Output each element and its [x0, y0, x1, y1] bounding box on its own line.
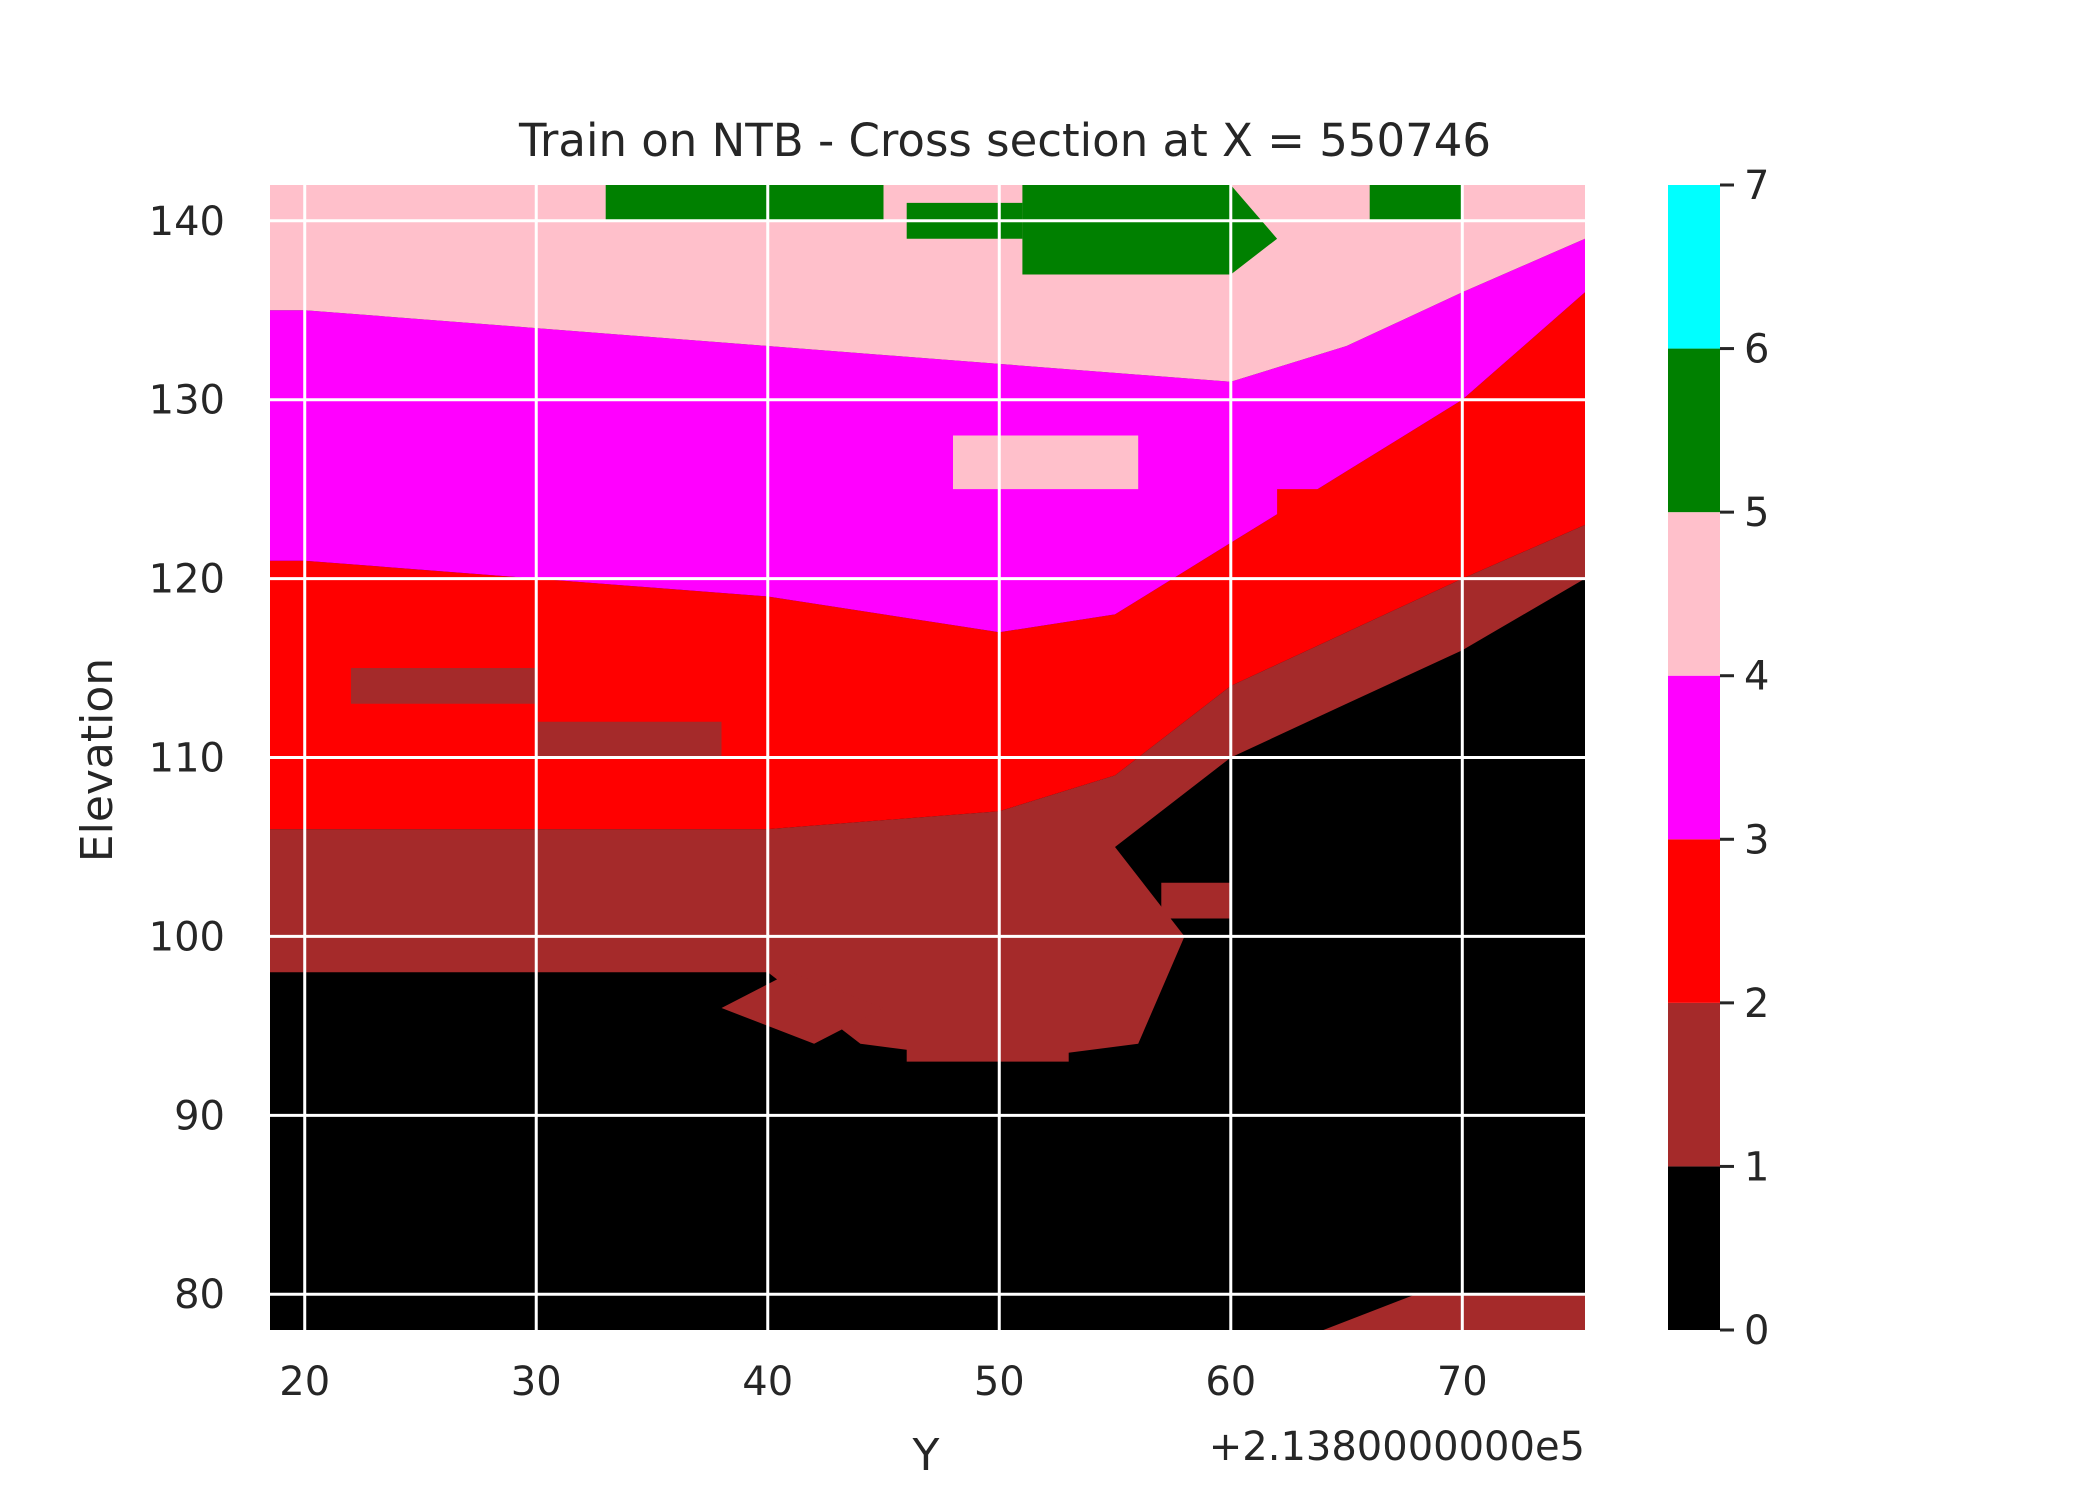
y-axis: 80 90 100 110 120 130 140: [149, 199, 225, 1318]
x-tick-label: 70: [1437, 1359, 1488, 1405]
heatmap-region-19: [1277, 489, 1416, 525]
heatmap-region-14: [281, 399, 444, 436]
x-tick-label: 20: [279, 1359, 330, 1405]
heatmap-region-3: [270, 238, 1585, 633]
y-tick-label: 140: [149, 199, 225, 245]
heatmap-region-10: [721, 972, 884, 1044]
x-axis: 20 30 40 50 60 70: [279, 1359, 1487, 1405]
colorbar-tick-label: 1: [1744, 1144, 1769, 1190]
heatmap-region-5: [605, 185, 884, 221]
y-tick-label: 120: [149, 557, 225, 603]
plot-area: [270, 185, 1585, 1330]
heatmap-region-7: [1022, 185, 1278, 275]
colorbar-tick-label: 0: [1744, 1308, 1769, 1354]
heatmap-region-20: [351, 668, 537, 704]
heatmap-region-9: [1323, 1294, 1585, 1330]
x-tick-label: 60: [1205, 1359, 1256, 1405]
heatmap-region-18: [837, 632, 1069, 668]
x-tick-label: 40: [742, 1359, 793, 1405]
x-axis-label: Y: [912, 1430, 940, 1481]
y-tick-label: 90: [174, 1093, 225, 1139]
colorbar-tick-label: 6: [1744, 327, 1769, 373]
colorbar-segment: [1668, 348, 1720, 513]
colorbar-segment: [1668, 512, 1720, 676]
heatmap-region-1: [270, 524, 1585, 1062]
heatmap-region-8: [1369, 185, 1463, 221]
heatmap-region-12: [906, 1034, 1069, 1062]
heatmap-layer: [270, 185, 1585, 1330]
y-tick-label: 100: [149, 914, 225, 960]
heatmap-region-11: [906, 972, 1069, 1008]
colorbar-tick-label: 5: [1744, 490, 1769, 536]
y-tick-label: 130: [149, 378, 225, 424]
colorbar: 0 1 2 3 4 5 6 7: [1668, 163, 1769, 1354]
y-tick-label: 110: [149, 736, 225, 782]
colorbar-segment: [1668, 1002, 1720, 1167]
chart-title: Train on NTB - Cross section at X = 5507…: [518, 114, 1491, 167]
y-tick-label: 80: [174, 1272, 225, 1318]
colorbar-tick-label: 7: [1744, 163, 1769, 209]
heatmap-region-17: [953, 435, 1139, 490]
colorbar-tick-label: 4: [1744, 654, 1769, 700]
heatmap-region-21: [536, 721, 722, 758]
colorbar-segment: [1668, 1166, 1720, 1330]
x-tick-label: 50: [974, 1359, 1025, 1405]
x-offset-label: +2.1380000000e5: [1209, 1424, 1585, 1470]
heatmap-region-15: [489, 453, 676, 490]
x-tick-label: 30: [511, 1359, 562, 1405]
heatmap-region-13: [1161, 882, 1231, 919]
colorbar-segment: [1668, 185, 1720, 349]
colorbar-segment: [1668, 675, 1720, 840]
heatmap-region-2: [270, 292, 1585, 830]
colorbar-segment: [1668, 839, 1720, 1003]
y-axis-label: Elevation: [72, 658, 123, 862]
grid: [270, 185, 1585, 1330]
heatmap-region-16: [767, 489, 953, 525]
colorbar-tick-label: 3: [1744, 817, 1769, 863]
colorbar-tick-label: 2: [1744, 981, 1769, 1027]
